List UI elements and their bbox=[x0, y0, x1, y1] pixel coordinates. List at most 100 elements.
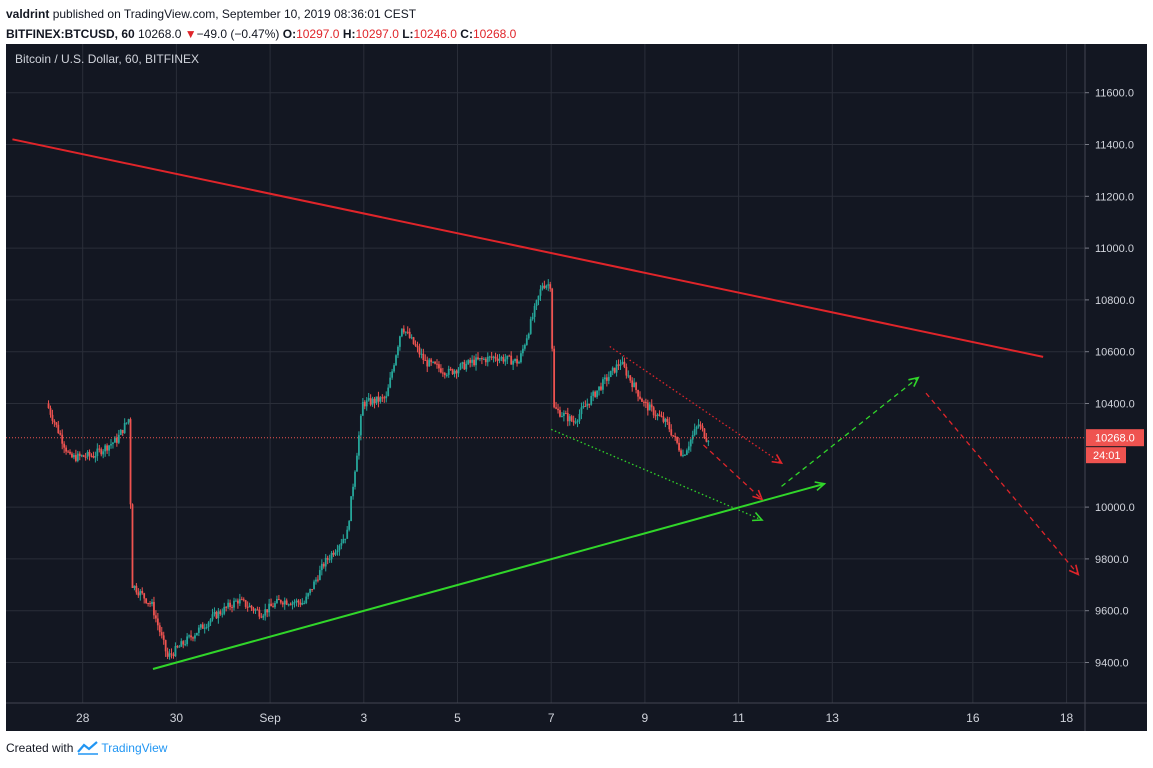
candle-body bbox=[104, 445, 107, 452]
created-with-label: Created with bbox=[6, 741, 74, 755]
candle-body bbox=[236, 600, 239, 604]
candle-body bbox=[78, 453, 81, 456]
candle-body bbox=[441, 372, 444, 374]
candle-body bbox=[588, 403, 591, 405]
candle-body bbox=[582, 405, 585, 408]
candle-body bbox=[533, 305, 536, 317]
candle-body bbox=[646, 402, 649, 411]
x-tick-label: 13 bbox=[826, 711, 840, 725]
drawings bbox=[6, 138, 1085, 670]
candle-body bbox=[643, 401, 645, 403]
price-chart[interactable]: 11600.0 11400.0 11200.0 11000.0 10800.0 10600… bbox=[6, 44, 1147, 731]
candle-body bbox=[566, 413, 569, 422]
x-tick-label: 9 bbox=[642, 711, 649, 725]
candle-body bbox=[213, 611, 216, 615]
candle-body bbox=[453, 370, 456, 375]
candle-body bbox=[248, 605, 251, 608]
candle-body bbox=[592, 391, 595, 396]
open-label: O: bbox=[282, 27, 297, 41]
candle-body bbox=[201, 624, 204, 629]
candle-body bbox=[609, 370, 612, 377]
candle-body bbox=[117, 434, 120, 443]
candle-body bbox=[317, 579, 319, 581]
candle-body bbox=[88, 451, 91, 456]
candle-body bbox=[301, 603, 304, 605]
candle-body bbox=[256, 609, 259, 611]
y-tick-label: 9800.0 bbox=[1095, 554, 1129, 566]
candle-body bbox=[166, 651, 169, 657]
candle-body bbox=[305, 596, 308, 603]
candle-body bbox=[324, 557, 327, 567]
candle-body bbox=[346, 529, 349, 539]
candle-body bbox=[426, 360, 429, 367]
y-tick-label: 10600.0 bbox=[1095, 347, 1135, 359]
candle-body bbox=[227, 602, 230, 608]
candle-body bbox=[590, 395, 593, 405]
last-price-badge bbox=[1086, 429, 1144, 447]
tradingview-logo-icon bbox=[77, 741, 99, 755]
candle-body bbox=[155, 615, 157, 619]
candle-body bbox=[654, 415, 657, 417]
candle-body bbox=[477, 357, 479, 360]
support-line bbox=[152, 482, 825, 670]
candle-body bbox=[600, 386, 602, 390]
candle-body bbox=[527, 333, 530, 339]
candle-body bbox=[496, 358, 499, 361]
candle-body bbox=[412, 337, 415, 345]
candle-body bbox=[484, 358, 487, 363]
author-name[interactable]: valdrint bbox=[6, 7, 50, 21]
candle-body bbox=[125, 422, 128, 424]
candle-body bbox=[445, 374, 448, 376]
candle-body bbox=[108, 445, 110, 451]
candle-body bbox=[272, 606, 274, 608]
candle-body bbox=[268, 603, 271, 613]
candle-body bbox=[203, 627, 206, 629]
chart-area[interactable]: 11600.0 11400.0 11200.0 11000.0 10800.0 10600… bbox=[6, 44, 1147, 731]
candle-body bbox=[436, 363, 438, 365]
y-tick-label: 11600.0 bbox=[1095, 88, 1134, 100]
candle-body bbox=[424, 359, 427, 361]
candle-body bbox=[86, 451, 89, 457]
candle-body bbox=[162, 635, 165, 641]
candle-body bbox=[555, 407, 557, 409]
candle-body bbox=[184, 644, 187, 646]
candle-body bbox=[701, 425, 704, 429]
candle-body bbox=[381, 397, 384, 399]
candle-body bbox=[61, 434, 64, 444]
candle-body bbox=[408, 331, 411, 338]
candle-body bbox=[205, 626, 208, 628]
candle-body bbox=[233, 600, 235, 608]
x-tick-label: 28 bbox=[76, 711, 90, 725]
candle-body bbox=[549, 284, 552, 289]
candle-body bbox=[178, 646, 181, 648]
candle-body bbox=[106, 445, 109, 451]
candle-body bbox=[564, 413, 567, 415]
close-value: 10268.0 bbox=[472, 27, 517, 41]
candle-body bbox=[377, 396, 380, 402]
candle-body bbox=[55, 422, 58, 425]
candle-body bbox=[602, 379, 604, 390]
candle-body bbox=[539, 289, 542, 296]
candle-body bbox=[342, 539, 345, 544]
candle-body bbox=[568, 416, 571, 422]
candle-body bbox=[500, 357, 503, 359]
candle-body bbox=[129, 419, 132, 505]
candle-body bbox=[691, 435, 694, 440]
candle-body bbox=[365, 400, 368, 407]
grid bbox=[6, 44, 1085, 703]
candle-body bbox=[303, 602, 306, 604]
candle-body bbox=[158, 625, 161, 633]
low-value: 10246.0 bbox=[413, 27, 457, 41]
candle-body bbox=[629, 375, 632, 381]
candle-body bbox=[635, 382, 638, 390]
candles bbox=[47, 279, 710, 660]
tradingview-brand-link[interactable]: TradingView bbox=[101, 741, 168, 755]
candle-body bbox=[287, 604, 290, 606]
candle-body bbox=[430, 359, 433, 363]
candle-body bbox=[100, 449, 103, 455]
candle-body bbox=[605, 377, 608, 381]
candle-body bbox=[402, 328, 405, 333]
candle-body bbox=[695, 426, 698, 430]
candle-body bbox=[188, 635, 190, 637]
candle-body bbox=[475, 357, 477, 366]
